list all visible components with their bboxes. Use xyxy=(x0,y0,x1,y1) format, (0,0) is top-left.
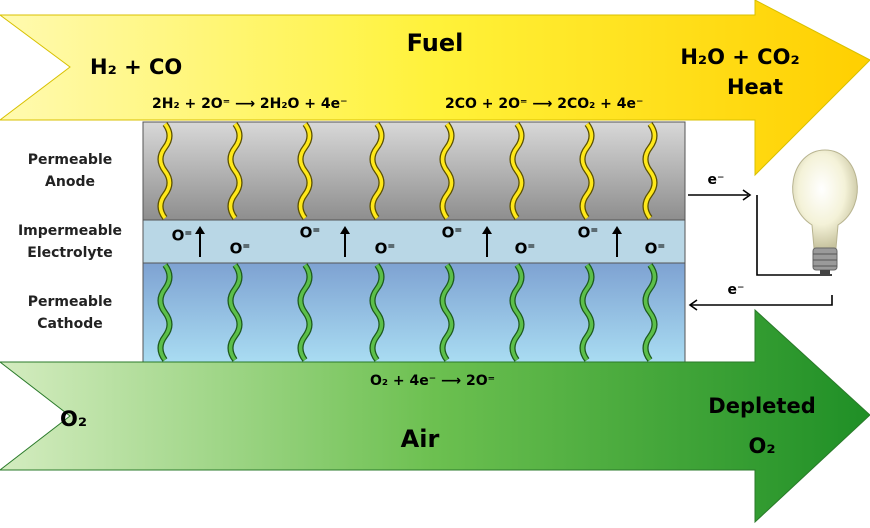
anode-reaction: 2CO + 2O⁼ ⟶ 2CO₂ + 4e⁻ xyxy=(445,96,643,112)
light-bulb xyxy=(793,150,858,276)
layer-label: Permeable xyxy=(28,294,113,310)
electrolyte xyxy=(143,220,685,263)
oxide-ion: O⁼ xyxy=(442,224,463,242)
fuel-label: Fuel xyxy=(407,29,464,57)
air-label: Air xyxy=(401,425,440,453)
anode-reaction: 2H₂ + 2O⁼ ⟶ 2H₂O + 4e⁻ xyxy=(152,96,348,112)
bulb-contact xyxy=(820,270,830,276)
fuel-cell-diagram: Fuel H₂ + CO H₂O + CO₂ Heat 2H₂ + 2O⁼ ⟶ … xyxy=(0,0,870,528)
bulb-glass xyxy=(793,150,858,248)
layer-label: Impermeable xyxy=(18,223,122,239)
bulb-base xyxy=(813,248,837,270)
layer-label: Cathode xyxy=(37,316,103,332)
oxide-ion: O⁼ xyxy=(230,240,251,258)
cathode xyxy=(143,263,685,362)
oxide-ion: O⁼ xyxy=(300,224,321,242)
oxide-ion: O⁼ xyxy=(172,227,193,245)
oxide-ion: O⁼ xyxy=(578,224,599,242)
oxide-ion: O⁼ xyxy=(515,240,536,258)
fuel-outlet: Heat xyxy=(727,75,783,99)
anode xyxy=(143,122,685,220)
cathode-reaction: O₂ + 4e⁻ ⟶ 2O⁼ xyxy=(370,373,495,389)
air-outlet: Depleted xyxy=(708,394,815,418)
air-outlet: O₂ xyxy=(748,434,775,458)
fuel-inlet: H₂ + CO xyxy=(90,55,182,79)
oxide-ion: O⁼ xyxy=(375,240,396,258)
electron-label: e⁻ xyxy=(728,282,745,298)
air-inlet: O₂ xyxy=(60,407,87,431)
layer-label: Electrolyte xyxy=(27,245,112,261)
fuel-outlet: H₂O + CO₂ xyxy=(680,45,799,69)
layer-label: Permeable xyxy=(28,152,113,168)
oxide-ion: O⁼ xyxy=(645,240,666,258)
electron-label: e⁻ xyxy=(708,172,725,188)
layer-label: Anode xyxy=(45,174,95,190)
wire xyxy=(690,295,832,305)
